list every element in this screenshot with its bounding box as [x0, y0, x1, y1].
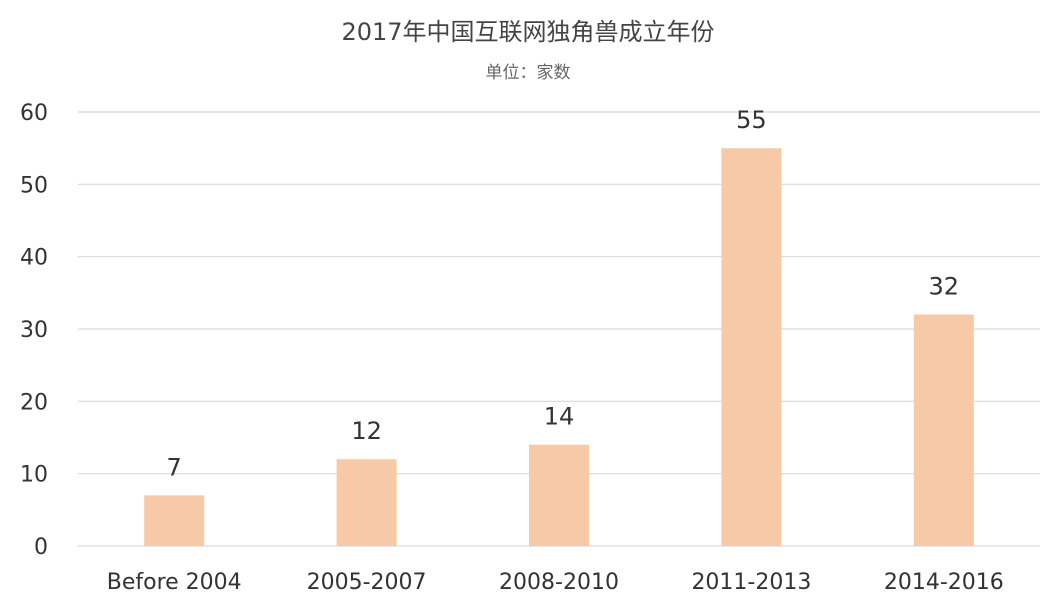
- bar-3: [529, 444, 589, 546]
- gridlines: [78, 111, 1040, 547]
- data-labels: 7 12 14 55 32: [167, 106, 960, 481]
- data-label: 32: [929, 273, 960, 301]
- data-label: 12: [351, 417, 382, 445]
- bar-2: [336, 459, 397, 546]
- x-tick-label: 2005-2007: [307, 570, 427, 595]
- data-label: 7: [167, 453, 182, 481]
- x-axis-ticks: Before 2004 2005-2007 2008-2010 2011-2013 20…: [107, 570, 1004, 595]
- bar-1: [144, 495, 205, 546]
- x-tick-label: 2011-2013: [691, 570, 811, 595]
- x-tick-label: Before 2004: [107, 570, 242, 595]
- chart-subtitle: 单位：家数: [486, 63, 571, 83]
- data-label: 14: [544, 403, 575, 431]
- y-tick-label: 50: [20, 173, 48, 198]
- y-axis-ticks: 0 10 20 30 40 50 60: [20, 101, 48, 560]
- bar-4: [721, 148, 782, 546]
- y-tick-label: 30: [20, 318, 48, 343]
- y-tick-label: 10: [20, 463, 48, 488]
- bar-5: [913, 314, 974, 546]
- data-label: 55: [736, 106, 767, 134]
- bar-series: [144, 148, 974, 546]
- x-tick-label: 2008-2010: [499, 570, 619, 595]
- y-tick-label: 20: [20, 390, 48, 415]
- chart-title: 2017年中国互联网独角兽成立年份: [341, 18, 714, 46]
- y-tick-label: 0: [34, 535, 48, 560]
- y-tick-label: 40: [20, 246, 48, 271]
- x-tick-label: 2014-2016: [884, 570, 1004, 595]
- y-tick-label: 60: [20, 101, 48, 126]
